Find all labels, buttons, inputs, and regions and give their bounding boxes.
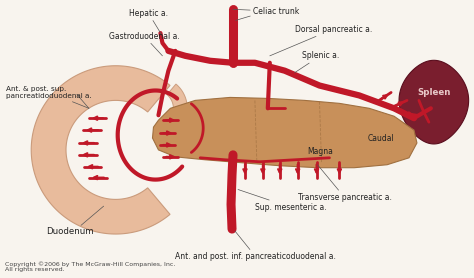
Text: Ant. & post. sup.
pancreatidoduodenal a.: Ant. & post. sup. pancreatidoduodenal a. [6, 86, 92, 108]
Text: Ant. and post. inf. pancreaticoduodenal a.: Ant. and post. inf. pancreaticoduodenal … [175, 231, 336, 261]
Text: Duodenum: Duodenum [46, 227, 94, 235]
Polygon shape [399, 60, 469, 144]
Text: Splenic a.: Splenic a. [295, 51, 339, 73]
Text: Spleen: Spleen [417, 88, 450, 97]
Polygon shape [153, 97, 417, 168]
Polygon shape [31, 66, 170, 234]
Text: Dorsal pancreatic a.: Dorsal pancreatic a. [270, 25, 372, 56]
Text: Transverse pancreatic a.: Transverse pancreatic a. [298, 165, 392, 202]
Text: Magna: Magna [308, 147, 333, 156]
Text: Sup. mesenteric a.: Sup. mesenteric a. [238, 190, 327, 212]
Text: Caudal: Caudal [367, 133, 394, 143]
Text: Hepatic a.: Hepatic a. [129, 9, 168, 36]
Text: Copyright ©2006 by The McGraw-Hill Companies, Inc.
All rights reserved.: Copyright ©2006 by The McGraw-Hill Compa… [5, 261, 176, 272]
Text: Gastroduodenal a.: Gastroduodenal a. [109, 31, 180, 56]
Polygon shape [167, 84, 187, 133]
Text: Celiac trunk: Celiac trunk [233, 7, 299, 16]
